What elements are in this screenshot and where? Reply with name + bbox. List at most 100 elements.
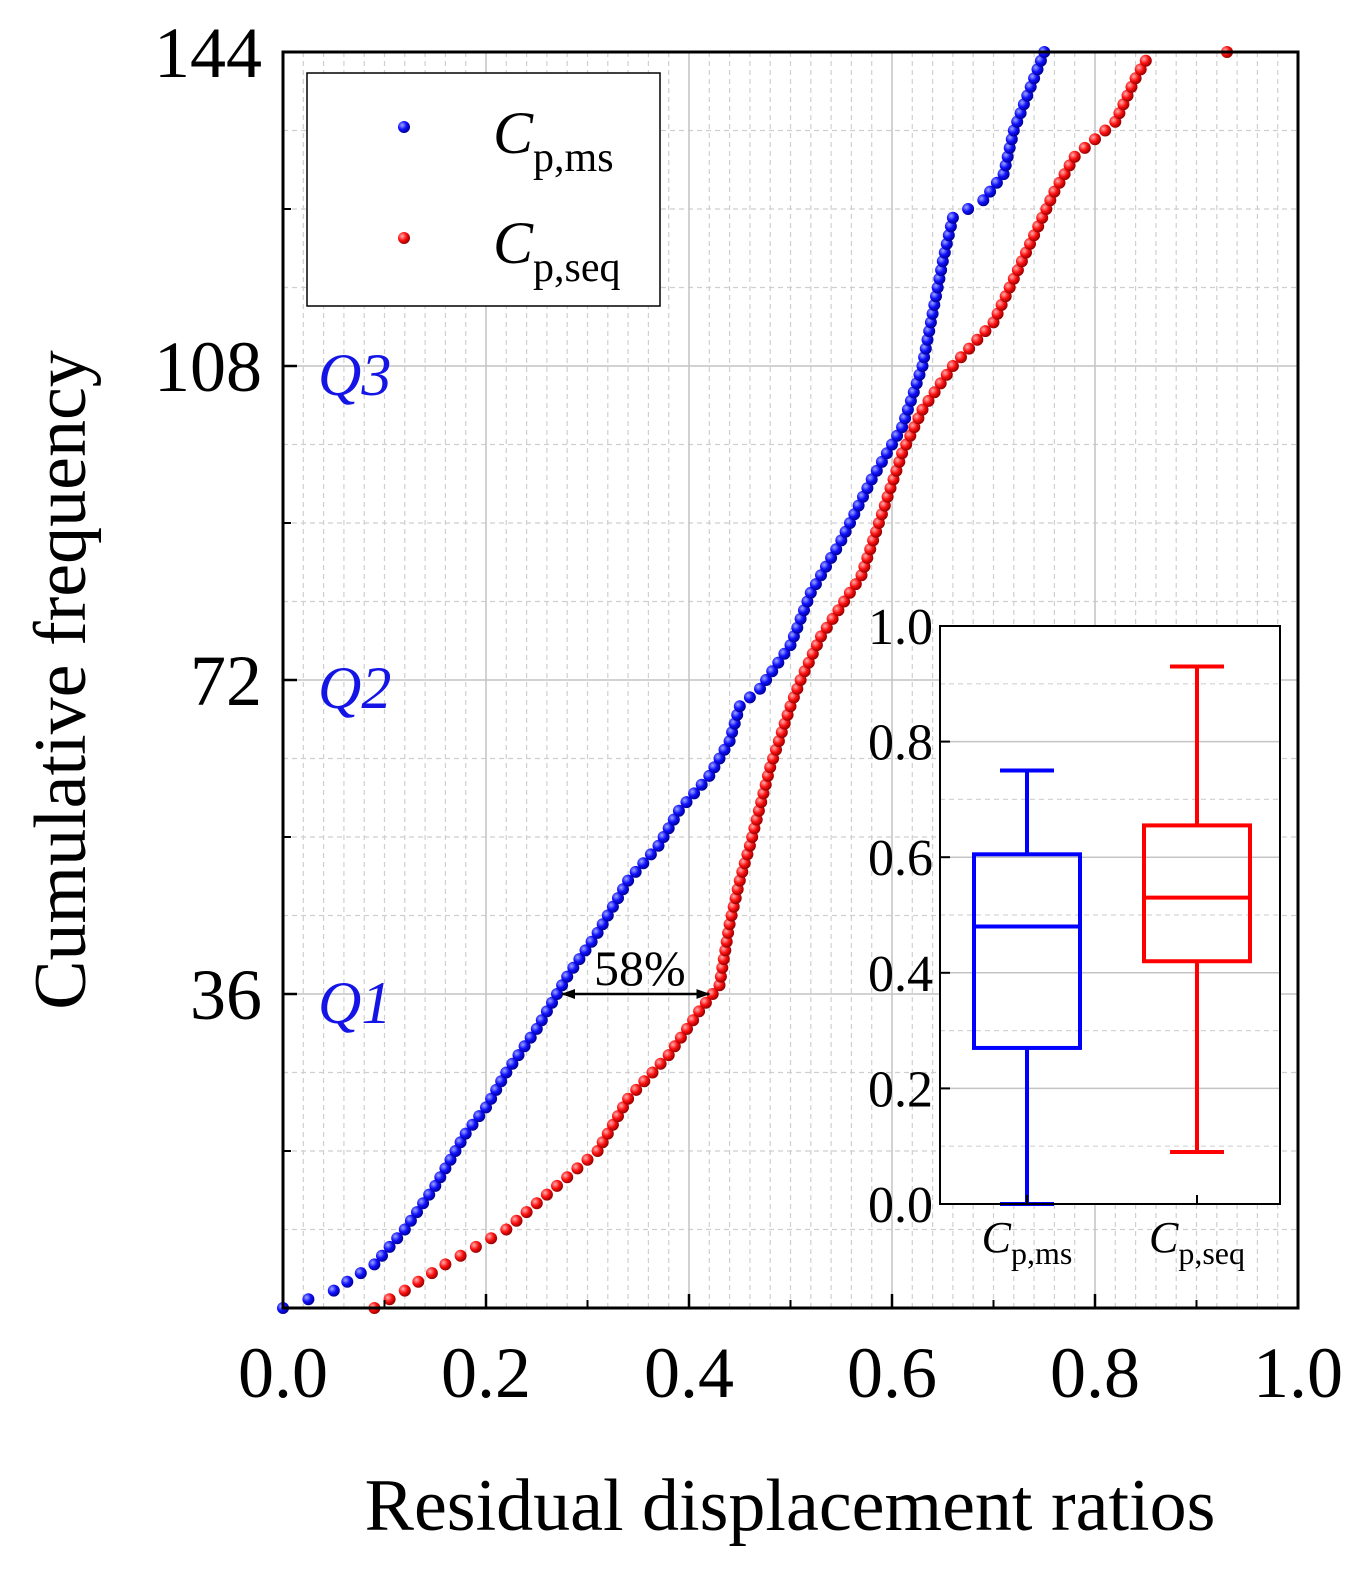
data-point [849, 578, 862, 591]
data-point [383, 1240, 396, 1253]
data-point [1058, 168, 1071, 181]
data-point [703, 769, 716, 782]
data-point [606, 900, 619, 913]
data-point [934, 377, 947, 390]
data-point [622, 874, 635, 887]
data-point [540, 1005, 553, 1018]
data-point [820, 621, 833, 634]
data-point [556, 979, 569, 992]
y-axis-title: Cumulative frequency [20, 350, 102, 1010]
inset-category-ms: Cp,ms [982, 1213, 1073, 1271]
data-point [826, 612, 839, 625]
quartile-label-q1: Q1 [318, 970, 391, 1036]
series-ms [277, 46, 1051, 1314]
data-point [825, 551, 838, 564]
data-point [971, 333, 984, 346]
inset-y-tick-label: 0.2 [868, 1061, 933, 1118]
data-point [439, 1162, 452, 1175]
data-point [667, 813, 680, 826]
data-point [832, 604, 845, 617]
data-point [391, 1232, 404, 1245]
data-point [466, 1118, 479, 1131]
data-point [662, 1049, 675, 1062]
data-point [1068, 150, 1081, 163]
x-tick-label: 0.2 [441, 1333, 531, 1413]
data-point [354, 1267, 367, 1280]
data-point [928, 386, 941, 399]
data-point [820, 560, 832, 573]
data-point [485, 1092, 498, 1105]
data-point [804, 586, 817, 599]
data-point [368, 1258, 381, 1271]
box-iqr [972, 852, 1082, 1050]
data-point [672, 804, 685, 817]
data-point [459, 1127, 472, 1140]
data-point [630, 1083, 643, 1096]
data-point [444, 1153, 457, 1166]
data-point [955, 351, 967, 364]
data-point [561, 1171, 574, 1184]
box-iqr [1142, 823, 1252, 964]
data-point [946, 211, 959, 224]
data-point [622, 1092, 635, 1105]
data-point [880, 447, 893, 460]
legend-label-seq: Cp,seq [493, 210, 621, 291]
data-point [617, 883, 629, 896]
data-point [1089, 133, 1101, 146]
data-point [591, 926, 604, 939]
data-point [946, 360, 959, 372]
data-point [596, 1136, 609, 1149]
data-point [454, 1249, 467, 1262]
data-point [1048, 185, 1061, 198]
data-point [404, 1214, 417, 1227]
data-point [809, 578, 822, 591]
data-point [601, 909, 614, 922]
data-point [480, 1101, 492, 1114]
data-point [886, 438, 898, 451]
data-point [695, 778, 708, 791]
data-point [733, 700, 746, 713]
data-point [990, 176, 1003, 189]
inset-boxplot: 0.0 0.2 0.4 0.6 0.8 1.0 Cp,ms Cp,seq [868, 599, 1281, 1271]
data-point [718, 743, 731, 756]
data-point [1139, 54, 1152, 67]
data-point [713, 752, 726, 765]
data-point [417, 1197, 430, 1210]
data-point [714, 970, 727, 983]
data-point [688, 787, 701, 800]
data-point [843, 586, 856, 599]
data-point [512, 1049, 525, 1062]
data-point [535, 1014, 548, 1027]
data-point [1078, 141, 1091, 154]
data-point [657, 831, 670, 843]
data-point [963, 342, 976, 355]
data-point [561, 970, 574, 983]
data-point [341, 1275, 354, 1288]
inset-axes: 0.0 0.2 0.4 0.6 0.8 1.0 [868, 599, 1281, 1234]
series-seq [368, 46, 1233, 1314]
data-point [601, 1127, 614, 1140]
data-point [302, 1293, 315, 1306]
data-point [530, 1022, 543, 1035]
annotation-58-percent: 58% [594, 940, 686, 996]
x-axis-title: Residual displacement ratios [365, 1465, 1216, 1547]
data-point [490, 1083, 503, 1096]
data-point [1063, 159, 1076, 172]
data-point [629, 865, 642, 878]
data-point [637, 857, 650, 870]
data-point [485, 1232, 498, 1245]
data-point [510, 1214, 523, 1227]
data-point [520, 1206, 533, 1219]
data-point [1053, 176, 1066, 189]
data-point [838, 595, 851, 608]
data-point [469, 1240, 482, 1253]
data-point [540, 1188, 553, 1201]
data-point [646, 1066, 659, 1079]
data-point [680, 796, 693, 809]
data-point [617, 1101, 629, 1114]
data-point [376, 1249, 388, 1262]
y-tick-label: 36 [190, 955, 262, 1035]
data-point [585, 935, 598, 948]
